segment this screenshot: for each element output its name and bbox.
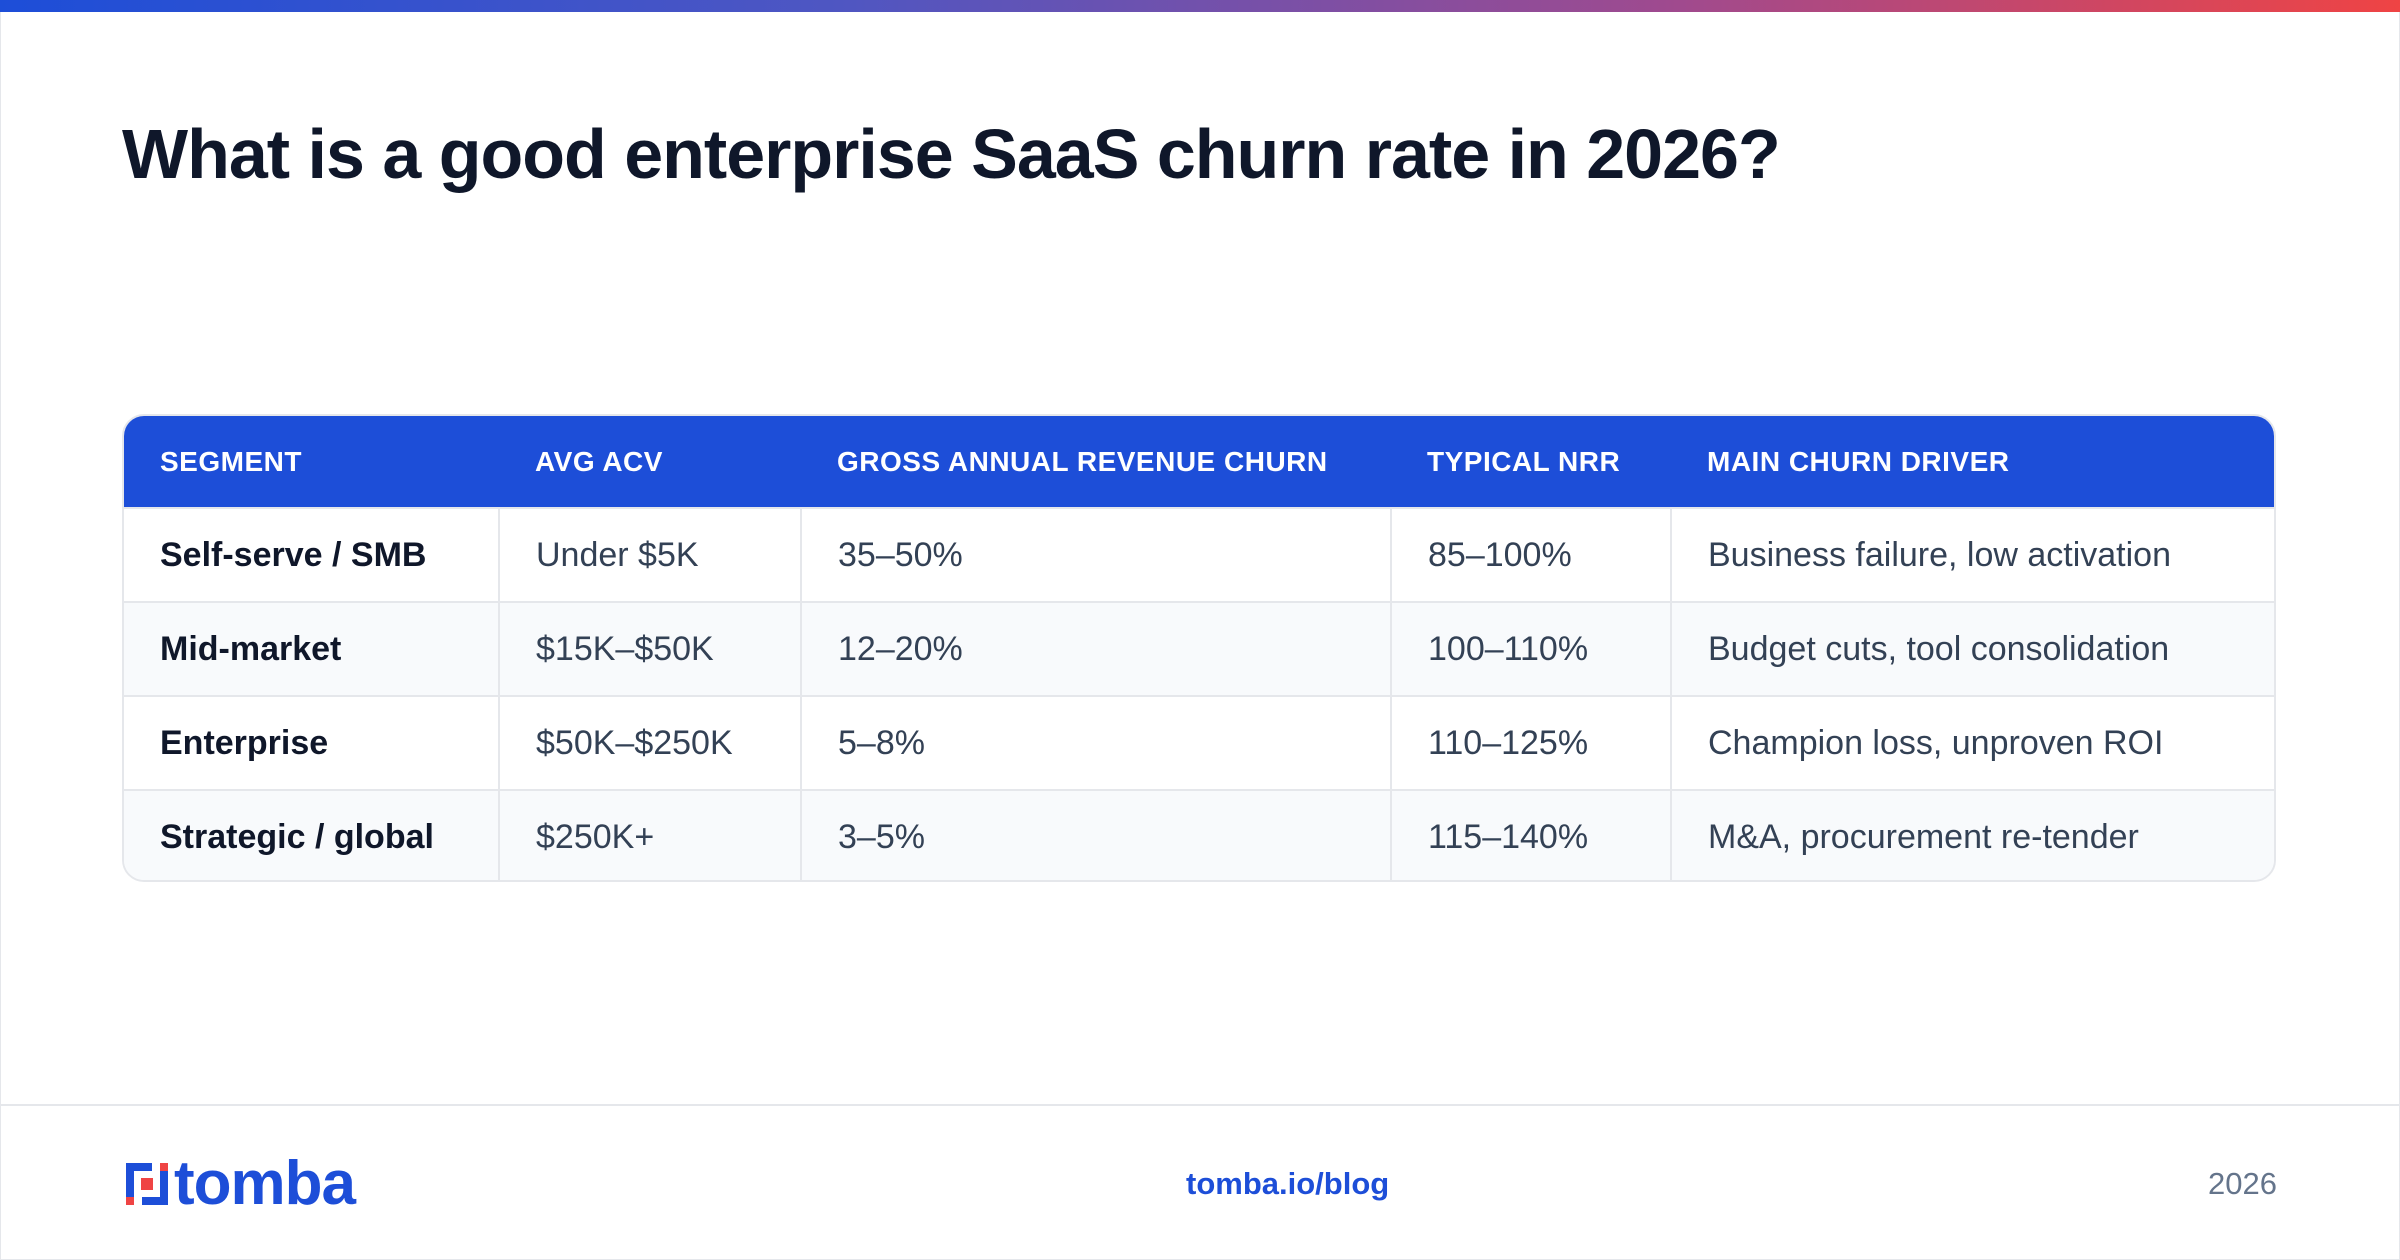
table-row: Self-serve / SMB Under $5K 35–50% 85–100… — [124, 508, 2274, 602]
table-row: Strategic / global $250K+ 3–5% 115–140% … — [124, 790, 2274, 880]
cell-avg-acv: $15K–$50K — [498, 602, 801, 696]
tomba-logo-icon — [122, 1159, 172, 1209]
cell-gross-churn: 5–8% — [800, 696, 1391, 790]
churn-table-card: SEGMENT AVG ACV GROSS ANNUAL REVENUE CHU… — [122, 414, 2276, 882]
table-header-row: SEGMENT AVG ACV GROSS ANNUAL REVENUE CHU… — [124, 416, 2274, 508]
table-row: Enterprise $50K–$250K 5–8% 110–125% Cham… — [124, 696, 2274, 790]
cell-segment: Strategic / global — [160, 818, 434, 856]
cell-typical-nrr: 85–100% — [1390, 508, 1671, 602]
cell-gross-churn: 12–20% — [800, 602, 1391, 696]
cell-gross-churn: 35–50% — [800, 508, 1391, 602]
blog-link[interactable]: tomba.io/blog — [1186, 1166, 1390, 1201]
cell-avg-acv: $50K–$250K — [498, 696, 801, 790]
table-row: Mid-market $15K–$50K 12–20% 100–110% Bud… — [124, 602, 2274, 696]
cell-main-driver: Champion loss, unproven ROI — [1670, 696, 2274, 790]
tomba-logo[interactable]: tomba — [122, 1149, 356, 1218]
cell-gross-churn: 3–5% — [800, 790, 1391, 880]
cell-main-driver: Business failure, low activation — [1670, 508, 2274, 602]
cell-typical-nrr: 115–140% — [1390, 790, 1671, 880]
cell-typical-nrr: 100–110% — [1390, 602, 1671, 696]
top-gradient-bar — [0, 0, 2400, 12]
cell-avg-acv: Under $5K — [498, 508, 801, 602]
cell-segment: Self-serve / SMB — [160, 535, 427, 574]
churn-table: SEGMENT AVG ACV GROSS ANNUAL REVENUE CHU… — [124, 416, 2274, 880]
logo-wordmark: tomba — [174, 1149, 356, 1218]
header-avg-acv: AVG ACV — [535, 445, 663, 477]
cell-main-driver: M&A, procurement re-tender — [1670, 790, 2274, 880]
footer-year: 2026 — [2208, 1166, 2277, 1201]
cell-segment: Enterprise — [160, 723, 329, 762]
footer-divider — [0, 1104, 2400, 1106]
cell-typical-nrr: 110–125% — [1390, 696, 1671, 790]
header-main-driver: MAIN CHURN DRIVER — [1707, 445, 2010, 477]
cell-main-driver: Budget cuts, tool consolidation — [1670, 602, 2274, 696]
header-typical-nrr: TYPICAL NRR — [1427, 445, 1621, 477]
header-segment: SEGMENT — [160, 445, 302, 477]
header-gross-churn: GROSS ANNUAL REVENUE CHURN — [837, 445, 1328, 477]
cell-avg-acv: $250K+ — [498, 790, 801, 880]
page-title: What is a good enterprise SaaS churn rat… — [122, 115, 1781, 193]
cell-segment: Mid-market — [160, 629, 342, 668]
